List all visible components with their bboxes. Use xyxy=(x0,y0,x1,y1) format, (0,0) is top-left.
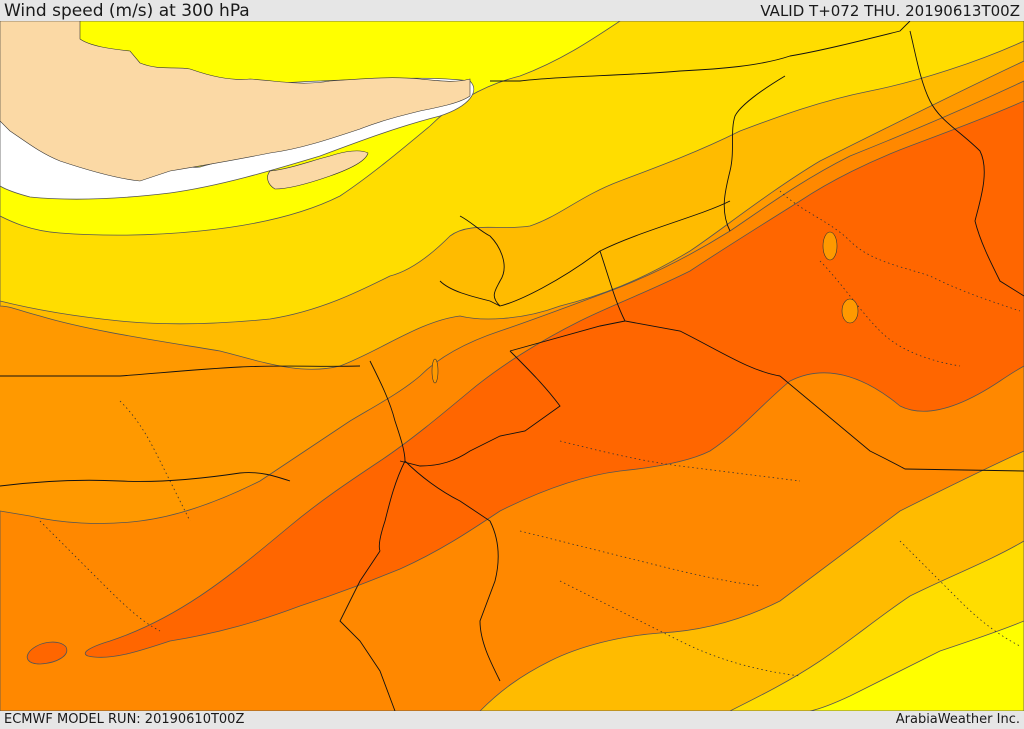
valid-time: VALID T+072 THU. 20190613T00Z xyxy=(760,2,1020,20)
model-run-label: ECMWF MODEL RUN: 20190610T00Z xyxy=(4,712,245,727)
wind-core-deep-orange xyxy=(84,100,1024,658)
country-borders xyxy=(0,21,1024,711)
credit-label: ArabiaWeather Inc. xyxy=(895,712,1020,727)
water-bodies xyxy=(431,231,859,384)
wind-band-yellow-light-south xyxy=(809,620,1024,711)
land-cyprus xyxy=(267,150,369,190)
map-title: Wind speed (m/s) at 300 hPa xyxy=(4,1,250,21)
wind-core-blob xyxy=(26,641,68,665)
wind-speed-map xyxy=(0,21,1024,711)
province-boundaries xyxy=(39,190,1021,677)
land-turkey xyxy=(0,21,471,182)
